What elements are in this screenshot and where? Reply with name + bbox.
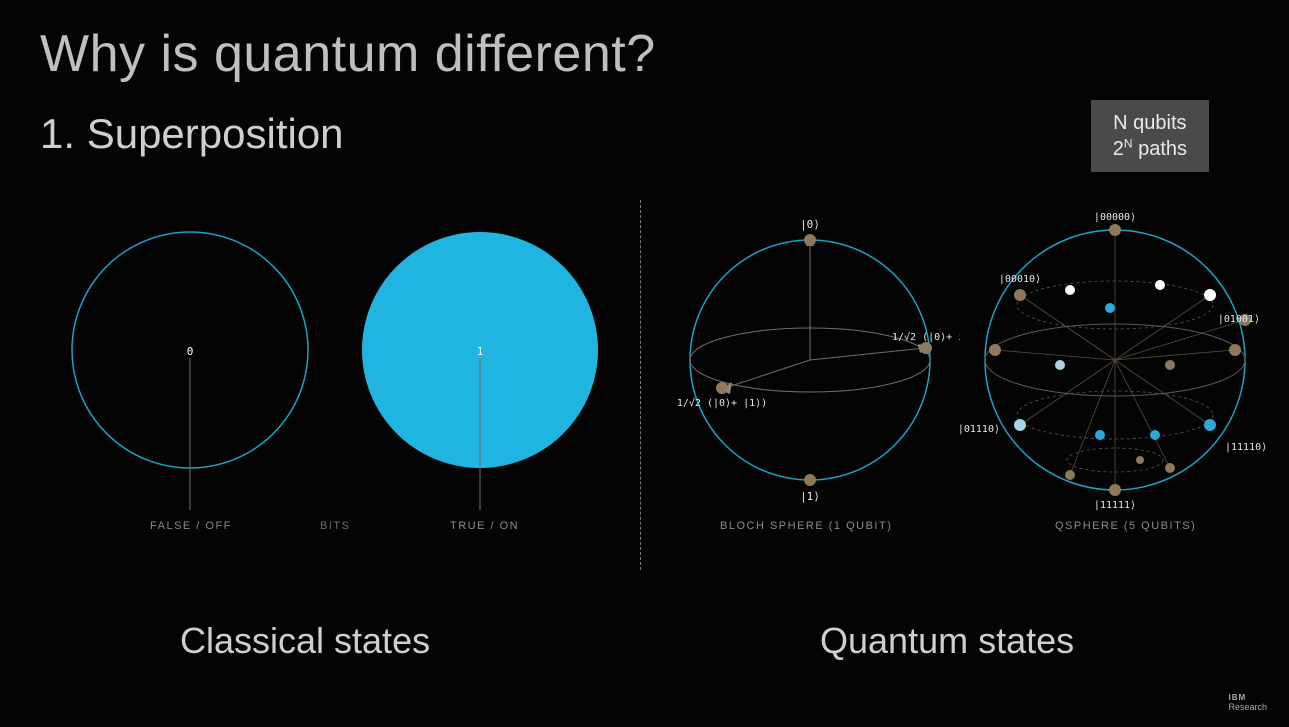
qsphere-caption: QSPHERE (5 QUBITS) [1055,520,1196,532]
bloch-right-label: 1/√2 (|0⟩+ i|1⟩) [892,331,960,343]
qsphere-lbl-2: |01001⟩ [1218,314,1260,325]
badge-line1: N qubits [1113,110,1187,136]
qsphere-lbl-5: |01110⟩ [960,424,1000,435]
slide-root: Why is quantum different? 1. Superpositi… [0,0,1289,727]
classical-off-circle: 0 [60,210,320,530]
bloch-sphere: |0⟩ |1⟩ 1/√2 (|0⟩+ |1⟩) 1/√2 (|0⟩+ i|1⟩) [660,200,960,540]
qsphere-lbl-3: |11110⟩ [1225,442,1267,453]
slide-subtitle: 1. Superposition [40,110,344,158]
footer-brand: IBM Research [1228,694,1267,713]
qsphere-lbl-1: |00010⟩ [999,274,1041,285]
qsphere: |00000⟩ |00010⟩ |01001⟩ |11110⟩ |11111⟩ … [960,200,1280,540]
bloch-top-label: |0⟩ [800,218,820,231]
qubits-badge: N qubits 2N paths [1091,100,1209,172]
qsphere-lbl-4: |11111⟩ [1094,500,1136,511]
badge-line2: 2N paths [1113,136,1187,162]
bloch-left-label: 1/√2 (|0⟩+ |1⟩) [677,397,767,409]
slide-title: Why is quantum different? [40,24,656,84]
vertical-divider [640,200,641,570]
off-caption: FALSE / OFF [150,520,232,532]
off-digit: 0 [187,345,194,358]
bits-label: BITS [320,520,350,532]
classical-section-title: Classical states [180,620,430,662]
classical-on-circle: 1 [350,210,610,530]
quantum-section-title: Quantum states [820,620,1074,662]
bloch-bottom-label: |1⟩ [800,490,820,503]
on-caption: TRUE / ON [450,520,519,532]
qsphere-lbl-0: |00000⟩ [1094,212,1136,223]
content-area: 0 FALSE / OFF BITS 1 TRUE / ON [0,200,1289,600]
on-digit: 1 [477,345,484,358]
bloch-caption: BLOCH SPHERE (1 QUBIT) [720,520,892,532]
